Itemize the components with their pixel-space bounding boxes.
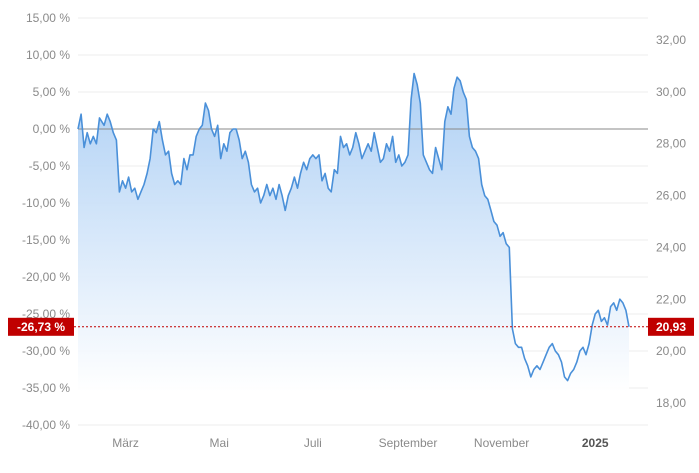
left-tick-label: -10,00 % — [22, 196, 70, 210]
left-tick-label: -25,00 % — [22, 307, 70, 321]
x-tick-label: März — [112, 436, 139, 450]
left-tick-label: -5,00 % — [29, 159, 71, 173]
x-tick-label: 2025 — [582, 436, 609, 450]
right-tick-label: 20,00 — [656, 344, 686, 358]
current-price-label: 20,93 — [656, 320, 686, 334]
price-area-fill — [78, 73, 629, 392]
left-tick-label: -40,00 % — [22, 418, 70, 432]
current-percent-badge-bg — [8, 317, 74, 336]
left-tick-label: -30,00 % — [22, 344, 70, 358]
x-tick-label: Juli — [304, 436, 322, 450]
price-series-line — [77, 72, 630, 382]
x-axis: März Mai Juli September November 2025 — [112, 436, 609, 450]
right-tick-label: 32,00 — [656, 33, 686, 47]
current-price-badge: 20,93 — [648, 317, 694, 336]
left-tick-label: 0,00 % — [33, 122, 71, 136]
left-tick-label: -20,00 % — [22, 270, 70, 284]
left-tick-label: 10,00 % — [26, 48, 70, 62]
x-tick-label: September — [379, 436, 438, 450]
right-tick-label: 28,00 — [656, 137, 686, 151]
right-tick-label: 30,00 — [656, 85, 686, 99]
right-tick-label: 26,00 — [656, 189, 686, 203]
x-tick-label: November — [474, 436, 529, 450]
right-tick-label: 18,00 — [656, 396, 686, 410]
left-tick-label: -15,00 % — [22, 233, 70, 247]
right-tick-label: 22,00 — [656, 292, 686, 306]
current-price-badge-bg — [648, 317, 694, 336]
left-tick-label: 15,00 % — [26, 11, 70, 25]
left-tick-label: -35,00 % — [22, 381, 70, 395]
right-y-axis: 32,00 30,00 28,00 26,00 24,00 22,00 20,00 18,00 — [656, 33, 686, 410]
right-tick-label: 24,00 — [656, 240, 686, 254]
current-percent-label: -26,73 % — [17, 320, 65, 334]
left-tick-label: 5,00 % — [33, 85, 71, 99]
x-tick-label: Mai — [210, 436, 229, 450]
left-y-axis: 15,00 % 10,00 % 5,00 % 0,00 % -5,00 % -10,00 … — [22, 11, 70, 432]
current-percent-badge: -26,73 % — [8, 317, 74, 336]
